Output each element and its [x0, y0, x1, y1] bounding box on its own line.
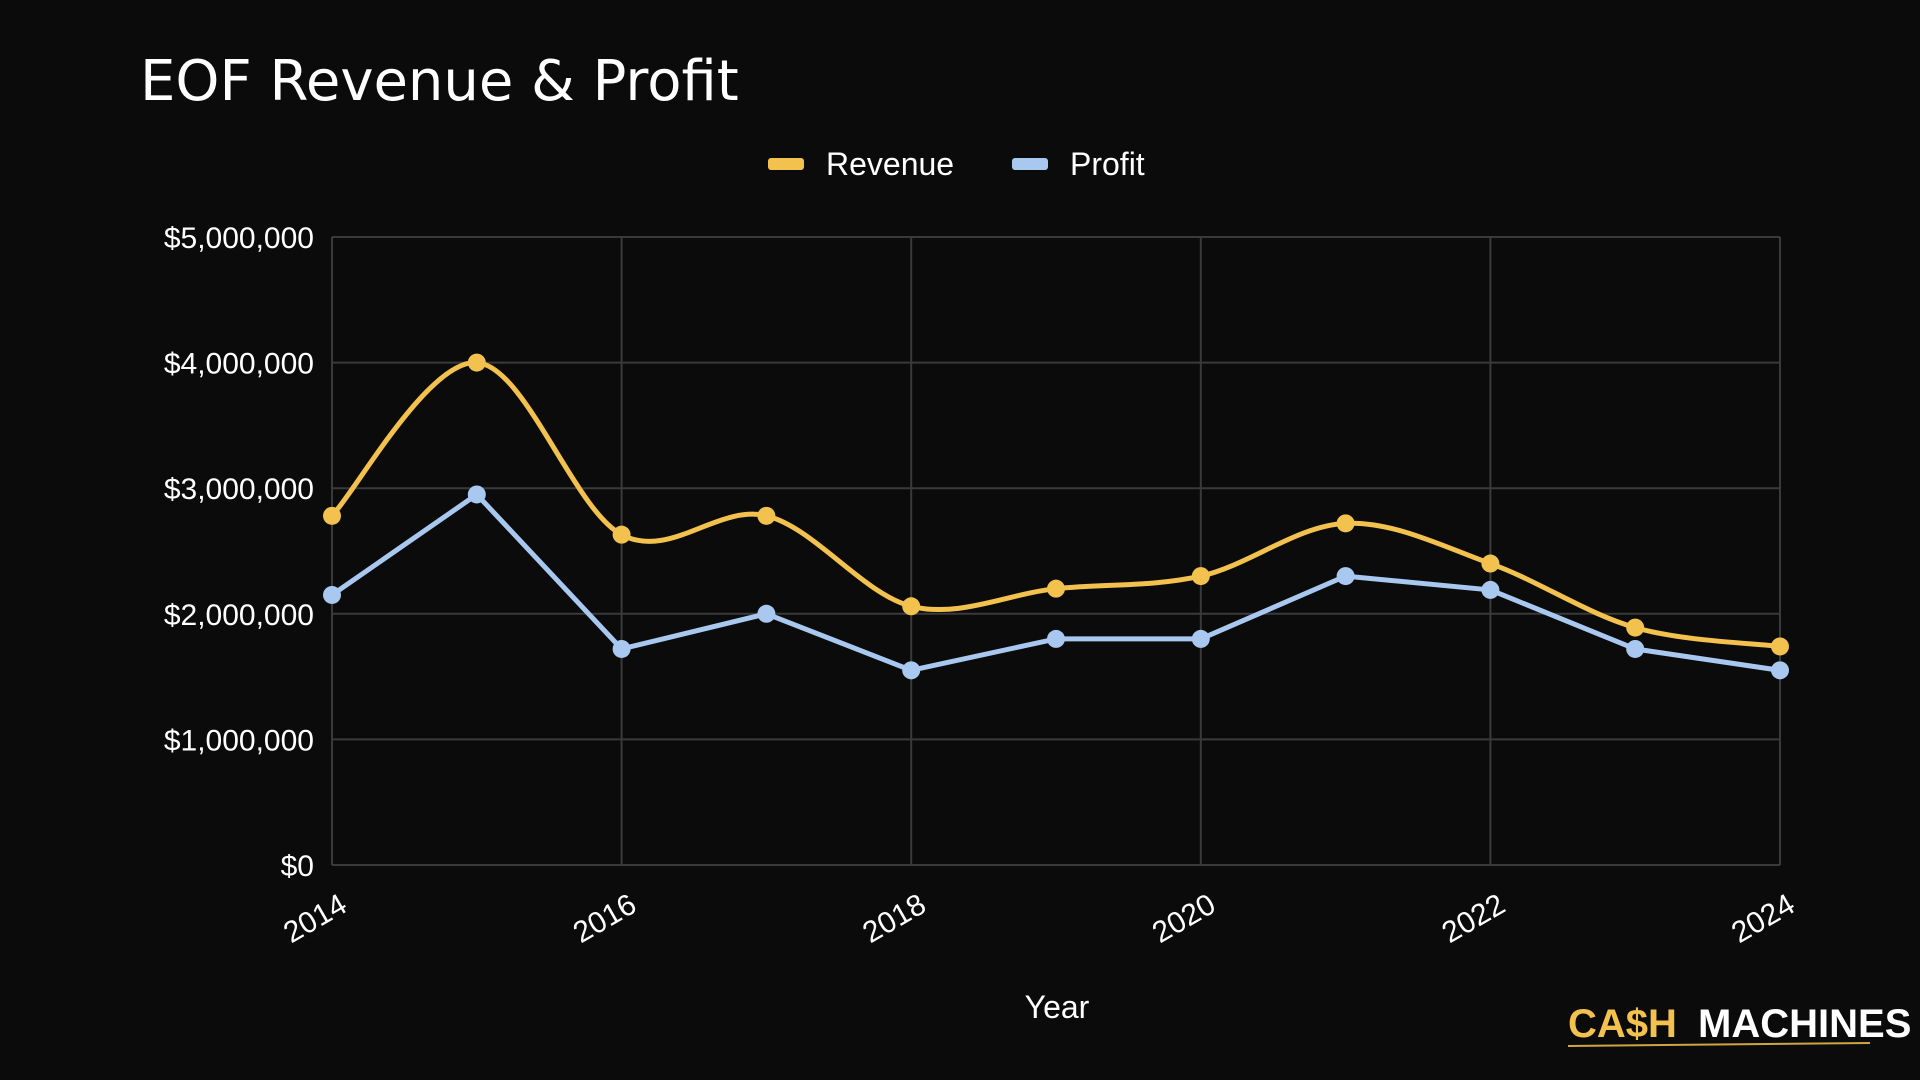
- chart-legend: Revenue Profit: [768, 146, 1145, 182]
- data-point-profit: [1481, 580, 1500, 599]
- data-point-profit: [1626, 639, 1645, 658]
- data-point-profit: [612, 639, 631, 658]
- data-point-profit: [1047, 629, 1065, 648]
- y-tick-label: $3,000,000: [164, 473, 314, 506]
- chart-grid: [331, 236, 1781, 866]
- data-point-revenue: [1191, 567, 1210, 586]
- brand-part-machines: MACHINES: [1698, 1002, 1911, 1046]
- legend-swatch-revenue: [768, 158, 804, 170]
- data-point-revenue: [1626, 618, 1645, 637]
- y-tick-label: $0: [281, 850, 314, 883]
- legend-swatch-profit: [1012, 158, 1048, 170]
- data-point-revenue: [1336, 514, 1355, 533]
- chart-title: EOF Revenue & Profit: [140, 49, 739, 114]
- series-line-revenue: [329, 360, 1783, 649]
- x-axis-label: Year: [1025, 989, 1090, 1025]
- svg-text:CA$H MACHINES: CA$H MACHINES: [1568, 1002, 1911, 1046]
- data-point-revenue: [1481, 554, 1500, 573]
- data-point-revenue: [902, 597, 921, 616]
- data-point-profit: [1336, 567, 1355, 586]
- y-tick-label: $1,000,000: [164, 724, 314, 757]
- data-point-profit: [1771, 661, 1789, 680]
- y-tick-label: $5,000,000: [164, 222, 314, 255]
- chart-series-points: [323, 353, 1789, 680]
- y-tick-label: $4,000,000: [164, 348, 314, 381]
- brand-underline: [1567, 1042, 1871, 1047]
- data-point-profit: [757, 604, 776, 623]
- data-point-revenue: [1047, 579, 1065, 598]
- brand-part-cash: CA$H: [1568, 1002, 1677, 1046]
- data-point-profit: [323, 585, 341, 604]
- legend-label-profit: Profit: [1070, 146, 1145, 182]
- data-point-revenue: [323, 506, 341, 525]
- legend-label-revenue: Revenue: [826, 146, 954, 182]
- data-point-revenue: [467, 353, 486, 372]
- y-tick-label: $2,000,000: [164, 599, 314, 632]
- data-point-profit: [902, 661, 921, 680]
- data-point-revenue: [1771, 637, 1789, 656]
- data-point-revenue: [757, 506, 776, 525]
- y-axis-tick-labels: $0 $1,000,000 $2,000,000 $3,000,000 $4,000,0…: [164, 222, 314, 883]
- brand-logo: CA$H MACHINES: [1567, 1002, 1911, 1047]
- data-point-profit: [467, 485, 486, 504]
- data-point-revenue: [612, 525, 631, 544]
- data-point-profit: [1191, 629, 1210, 648]
